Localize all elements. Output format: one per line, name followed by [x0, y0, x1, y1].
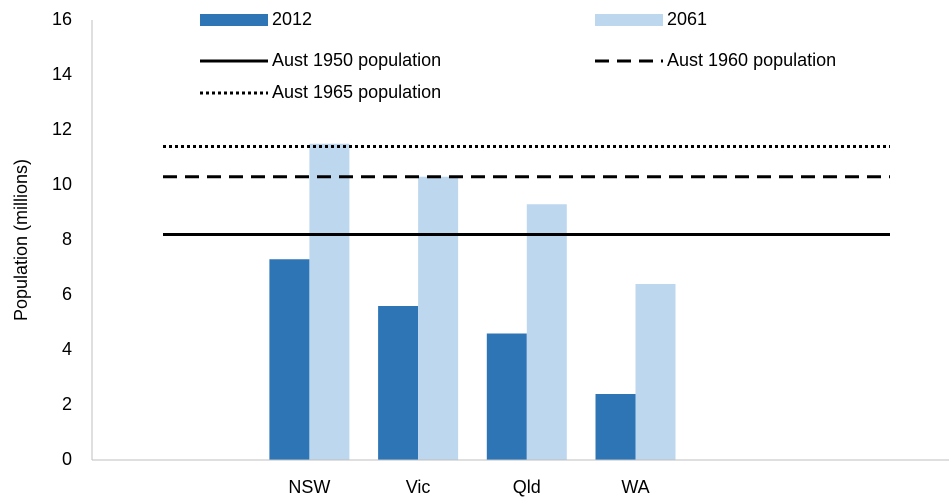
x-tick-label: Qld	[513, 477, 541, 497]
y-axis-label: Population (millions)	[11, 159, 31, 321]
bar	[309, 143, 350, 460]
bar	[595, 394, 636, 460]
bar	[486, 333, 527, 460]
legend-swatch	[595, 14, 663, 26]
y-tick-label: 10	[52, 174, 72, 194]
y-tick-label: 6	[62, 284, 72, 304]
y-tick-label: 4	[62, 339, 72, 359]
legend-swatch	[200, 14, 268, 26]
y-tick-label: 0	[62, 449, 72, 469]
y-tick-label: 2	[62, 394, 72, 414]
y-tick-label: 16	[52, 9, 72, 29]
bar	[378, 306, 419, 460]
y-tick-label: 8	[62, 229, 72, 249]
legend-label: Aust 1950 population	[272, 50, 441, 70]
legend-label: Aust 1965 population	[272, 82, 441, 102]
bar	[418, 176, 459, 460]
x-tick-label: WA	[621, 477, 649, 497]
legend-label: 2061	[667, 9, 707, 29]
legend-label: Aust 1960 population	[667, 50, 836, 70]
bar	[635, 284, 676, 460]
y-tick-label: 14	[52, 64, 72, 84]
bar	[526, 204, 567, 460]
x-tick-label: NSW	[288, 477, 330, 497]
y-tick-label: 12	[52, 119, 72, 139]
legend-label: 2012	[272, 9, 312, 29]
bar	[269, 259, 310, 460]
x-tick-label: Vic	[406, 477, 431, 497]
